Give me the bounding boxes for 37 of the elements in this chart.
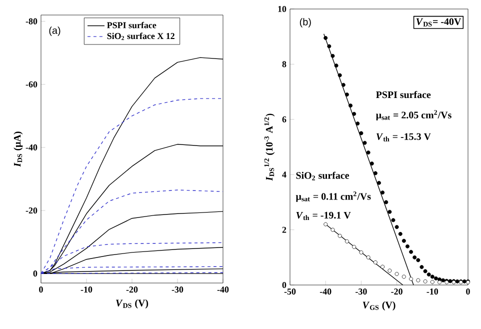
annotation: PSPI surface [376, 90, 431, 98]
legend-label: SiO$_{2}$ surface X 12 [107, 32, 174, 40]
y-tick-label: 0 [282, 282, 286, 288]
x-tick-label: -30 [356, 288, 367, 295]
x-tick-label: -40 [320, 288, 332, 295]
y-tick-label: 2 [282, 226, 286, 233]
x-tick-label: -10 [80, 286, 92, 293]
x-tick-label: -30 [172, 286, 184, 293]
y-tick-label: 10 [278, 6, 286, 12]
y-tick-label: 4 [282, 172, 286, 178]
annotation: SiO$_{2}$ surface [296, 172, 350, 180]
y-tick-label: -20 [26, 207, 38, 214]
y-tick-label: 8 [282, 61, 286, 68]
annotation: μ$_{sat}$ = 0.11 cm$^{2}$/Vs [296, 192, 371, 202]
x-tick-label: 0 [466, 288, 470, 295]
x-axis-title: V$_{GS}$ (V) [362, 301, 396, 310]
x-tick-label: -20 [391, 288, 402, 295]
y-tick-label: -40 [26, 144, 38, 150]
annotation: V$_{th}$ = -19.1 V [296, 212, 351, 220]
y-tick-label: 0 [33, 270, 38, 277]
x-tick-label: 0 [39, 286, 43, 293]
x-axis-title: V$_{DS}$ (V) [116, 299, 148, 308]
x-tick-label: -50 [284, 288, 296, 295]
y-tick-label: 6 [282, 116, 286, 122]
x-tick-label: -20 [126, 286, 138, 293]
y-tick-label: -80 [26, 18, 38, 24]
y-axis-title: I$_{DS}$ (μA) [14, 132, 23, 167]
legend-label: PSPI surface [107, 22, 156, 28]
annotation: μ$_{sat}$ = 2.05 cm$^{2}$/Vs [376, 110, 452, 120]
annotation: (a) [49, 26, 60, 36]
x-tick-label: -10 [426, 288, 438, 295]
annotation: (b) [300, 18, 311, 28]
annotation: V$_{th}$ = -15.3 V [376, 133, 431, 142]
y-axis-title: I$_{DS}$$^{1/2}$ (10$^{-3}$ A$^{1/2}$) [264, 114, 275, 181]
y-tick-label: -60 [26, 81, 38, 88]
annotation: V$_{DS}$= -40V [416, 18, 462, 26]
x-tick-label: -40 [217, 286, 229, 293]
